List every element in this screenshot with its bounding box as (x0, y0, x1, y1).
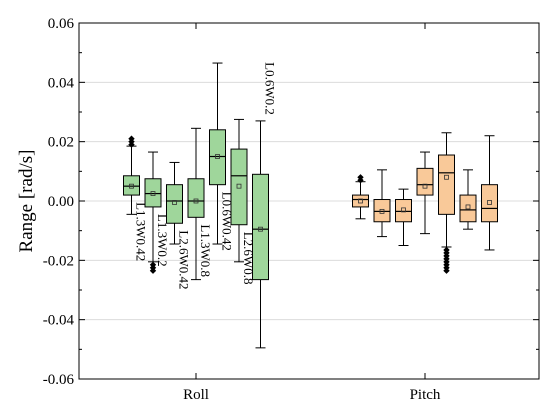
y-tick-label: 0.00 (48, 194, 74, 210)
box-body (438, 154, 455, 215)
outlier-point (357, 174, 364, 181)
box-body (481, 184, 498, 223)
outlier-point (128, 135, 135, 142)
y-tick-label: -0.02 (43, 253, 74, 269)
mean-marker (215, 154, 220, 159)
mean-marker (487, 200, 492, 205)
y-tick-label: -0.06 (43, 372, 75, 388)
y-tick-label: 0.02 (48, 135, 74, 151)
x-category-label: Pitch (410, 387, 441, 403)
mean-marker (172, 200, 177, 205)
box-label: L1.3W0.2 (155, 214, 170, 267)
mean-marker (358, 198, 363, 204)
box-item: L2.6W0.42 (166, 161, 192, 289)
mean-marker (193, 198, 199, 204)
mean-marker (444, 174, 449, 180)
mean-marker (150, 191, 156, 196)
box-item: L1.3W0.42 (123, 135, 149, 261)
mean-marker (258, 226, 263, 232)
box-item (438, 132, 455, 274)
box-body (187, 178, 205, 218)
box-item: L0.6W0.42 (209, 62, 235, 251)
mean-marker (401, 207, 406, 213)
box-body (209, 129, 226, 186)
box-body (395, 199, 412, 223)
box-item: L1.3W0.2 (144, 151, 170, 274)
y-tick-label: 0.04 (48, 75, 75, 91)
boxes: L1.3W0.42 L1.3W0.2 L2.6W0.42 L1.3W0.8 L0.6W0… (123, 62, 498, 349)
box-body (166, 184, 183, 224)
box-item: L0.6W0.2 (252, 62, 278, 349)
box-body (373, 199, 391, 223)
y-tick-label: -0.04 (43, 313, 75, 329)
box-item (352, 174, 369, 220)
box-item (481, 135, 498, 251)
box-body (459, 194, 477, 223)
box-item (459, 169, 477, 230)
box-label: L2.6W0.42 (177, 230, 192, 289)
box-item (416, 151, 434, 235)
box-label: L1.3W0.8 (198, 224, 213, 277)
mean-marker (379, 208, 385, 214)
outlier-point (443, 267, 450, 274)
box-body (230, 148, 248, 226)
box-body (352, 194, 369, 208)
mean-marker (465, 204, 471, 210)
box-body (144, 178, 162, 208)
box-item: L1.3W0.8 (187, 127, 213, 281)
box-item (373, 169, 391, 238)
box-body (416, 167, 434, 196)
outlier-point (149, 267, 157, 274)
y-tick-label: 0.06 (48, 16, 75, 32)
box-label: L0.6W0.2 (263, 62, 278, 115)
axes: -0.06 -0.04 -0.02 0.00 0.02 0.04 0.06 Roll Pitch (43, 16, 539, 403)
mean-marker (236, 183, 242, 189)
box-body (123, 175, 140, 196)
box-label: L1.3W0.42 (134, 202, 149, 261)
x-category-label: Roll (183, 387, 209, 403)
y-axis-title: Range [rad/s] (16, 150, 37, 253)
box-item (395, 188, 412, 246)
mean-marker (129, 183, 134, 189)
mean-marker (422, 183, 428, 189)
